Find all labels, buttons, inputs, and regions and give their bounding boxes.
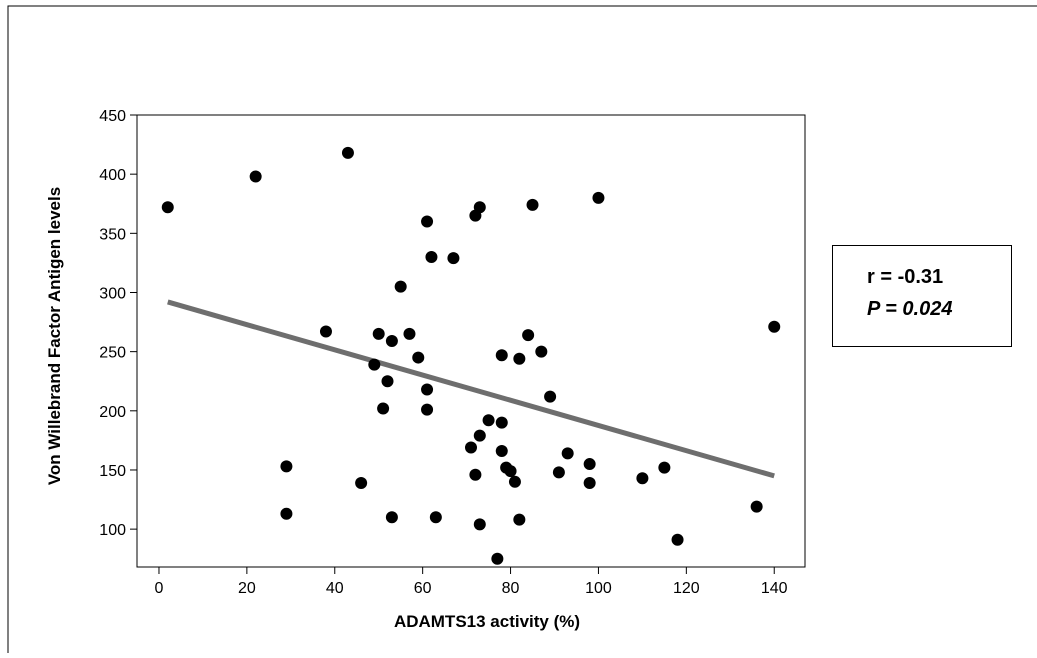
data-point <box>341 146 354 159</box>
y-tick-label: 250 <box>99 345 126 362</box>
data-point <box>161 201 174 214</box>
data-point <box>658 461 671 474</box>
y-tick-label: 100 <box>99 522 126 539</box>
data-point <box>421 215 434 228</box>
x-tick-label: 20 <box>238 580 256 597</box>
data-point <box>403 327 416 340</box>
data-point <box>671 533 684 546</box>
data-point <box>473 518 486 531</box>
data-point <box>412 351 425 364</box>
data-point <box>385 511 398 524</box>
data-point <box>561 447 574 460</box>
data-point <box>750 500 763 513</box>
data-point <box>495 416 508 429</box>
data-point <box>280 460 293 473</box>
x-tick-label: 40 <box>326 580 344 597</box>
y-tick-label: 200 <box>99 404 126 421</box>
data-point <box>495 445 508 458</box>
data-point <box>429 511 442 524</box>
data-point <box>355 476 368 489</box>
data-point <box>249 170 262 183</box>
plot-area <box>136 114 806 568</box>
data-point <box>583 458 596 471</box>
y-tick-label: 150 <box>99 463 126 480</box>
data-point <box>385 335 398 347</box>
data-point <box>368 358 381 371</box>
x-tick-label: 0 <box>155 580 164 597</box>
x-tick-label: 60 <box>414 580 432 597</box>
data-point <box>421 383 434 396</box>
y-axis-ticks: 100 150 200 250 300 350 400 450 <box>99 108 137 539</box>
data-point <box>508 475 521 488</box>
figure-border <box>7 5 1037 658</box>
data-point <box>552 466 565 479</box>
data-point <box>280 507 293 520</box>
data-point <box>491 552 504 565</box>
data-point <box>473 429 486 442</box>
y-axis-label: Von Willebrand Factor Antigen levels <box>45 187 64 485</box>
data-point <box>513 513 526 526</box>
data-point <box>394 280 407 293</box>
p-value: P = 0.024 <box>867 298 953 320</box>
points-layer <box>161 146 781 565</box>
data-point <box>377 402 390 415</box>
x-tick-label: 100 <box>585 580 612 597</box>
data-point <box>544 390 557 403</box>
data-point <box>526 198 539 211</box>
y-tick-label: 400 <box>99 167 126 184</box>
data-point <box>425 250 438 263</box>
data-point <box>636 472 649 485</box>
data-point <box>381 375 394 388</box>
regression-line <box>167 299 775 479</box>
x-tick-label: 120 <box>673 580 700 597</box>
data-point <box>319 325 332 338</box>
statistics-box: r = -0.31 P = 0.024 <box>832 245 1012 347</box>
data-point <box>513 352 526 365</box>
data-point <box>421 403 434 416</box>
data-point <box>504 465 517 478</box>
data-point <box>482 414 495 427</box>
data-point <box>583 476 596 489</box>
correlation-coefficient: r = -0.31 <box>867 266 944 288</box>
x-tick-label: 80 <box>502 580 520 597</box>
data-point <box>473 201 486 214</box>
data-point <box>447 252 460 265</box>
data-point <box>535 345 548 358</box>
y-tick-label: 350 <box>99 226 126 243</box>
x-axis-label: ADAMTS13 activity (%) <box>394 612 580 631</box>
y-tick-label: 450 <box>99 108 126 125</box>
x-axis-ticks: 0 20 40 60 80 100 120 140 <box>155 567 788 597</box>
data-point <box>768 320 781 333</box>
x-tick-label: 140 <box>761 580 788 597</box>
data-point <box>469 468 482 481</box>
data-point <box>522 329 535 342</box>
data-point <box>372 327 385 340</box>
trendline-layer <box>167 299 775 479</box>
y-tick-label: 300 <box>99 285 126 302</box>
data-point <box>592 191 605 204</box>
data-point <box>495 349 508 362</box>
data-point <box>465 441 477 454</box>
